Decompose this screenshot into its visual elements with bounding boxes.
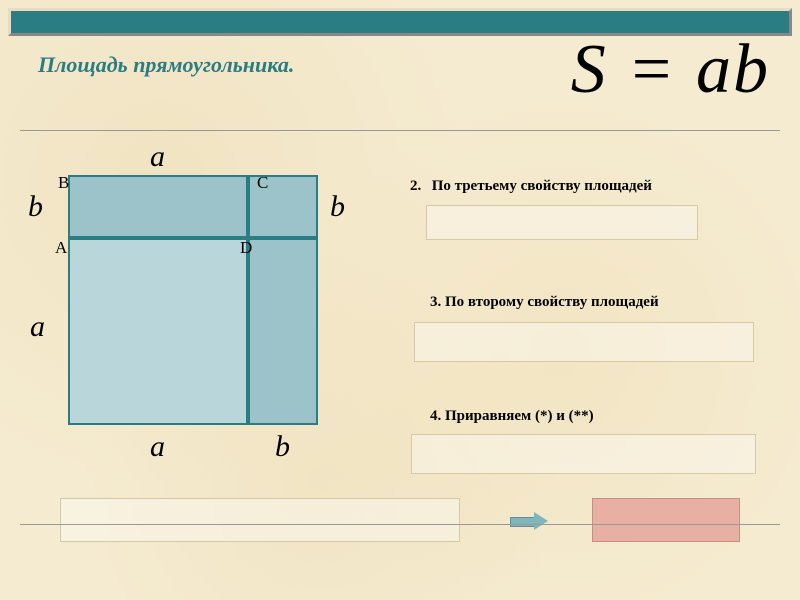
label-b-bottom: b — [275, 430, 290, 464]
label-a-bottom: a — [150, 430, 165, 464]
step-2-num: 2. — [410, 178, 428, 195]
step-3: 3. По второму свойству площадей — [430, 294, 659, 311]
label-b-left: b — [28, 190, 43, 224]
result-box — [592, 498, 740, 542]
step-2-text: По третьему свойству площадей — [432, 178, 652, 194]
square-a — [68, 238, 248, 425]
vertex-B: B — [58, 173, 69, 193]
blank-bottom — [60, 498, 460, 542]
rect-right — [248, 238, 318, 425]
vertex-D: D — [240, 238, 252, 258]
blank-3 — [414, 322, 754, 362]
page-title: Площадь прямоугольника. — [38, 52, 294, 78]
main-formula: S = ab — [571, 30, 770, 110]
rect-abcd — [68, 175, 248, 238]
blank-2 — [426, 205, 698, 240]
step-4-text: 4. Приравняем (*) и (**) — [430, 408, 594, 424]
label-a-left: a — [30, 310, 45, 344]
divider-top — [20, 130, 780, 131]
step-3-text: 3. По второму свойству площадей — [430, 294, 659, 310]
divider-bottom — [20, 524, 780, 525]
diagram — [68, 175, 318, 425]
arrow-icon — [510, 512, 550, 530]
vertex-A: A — [55, 238, 67, 258]
step-4: 4. Приравняем (*) и (**) — [430, 408, 594, 425]
vertex-C: C — [257, 173, 268, 193]
blank-4 — [411, 434, 756, 474]
label-b-right: b — [330, 190, 345, 224]
label-a-top: a — [150, 140, 165, 174]
step-2: 2. По третьему свойству площадей — [410, 178, 652, 195]
